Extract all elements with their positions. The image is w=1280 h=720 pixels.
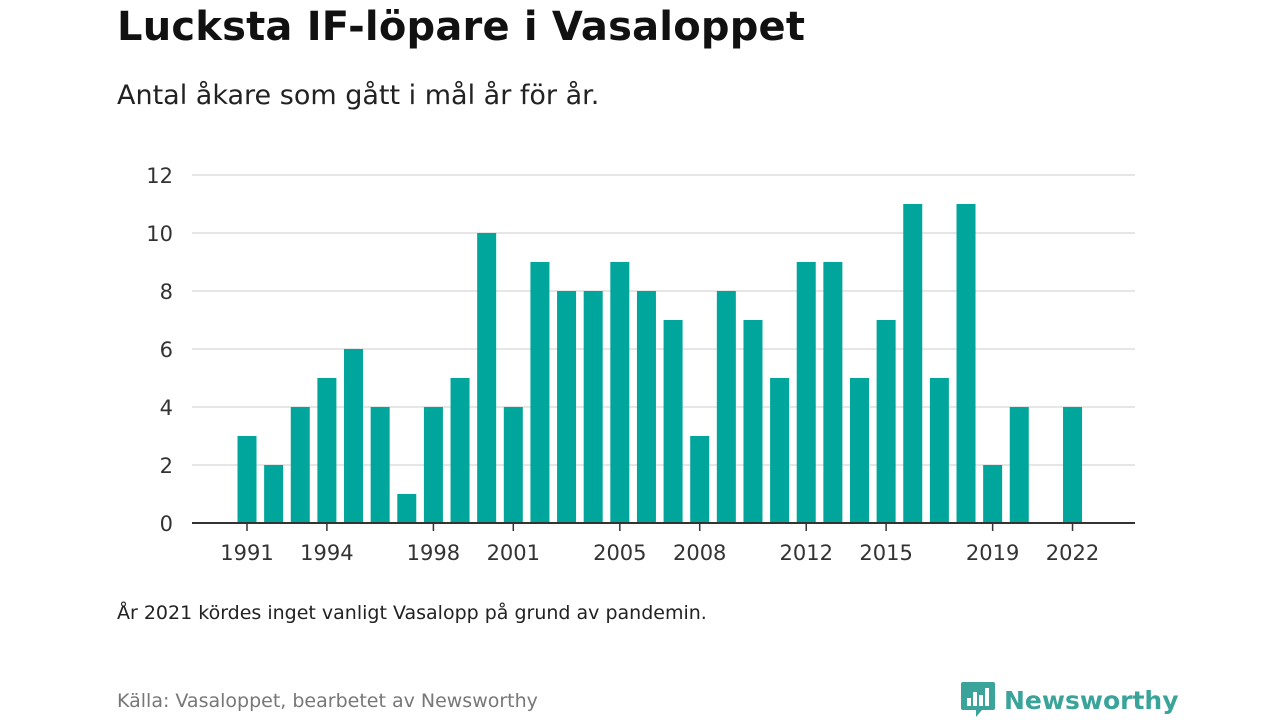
- bar-2018: [956, 204, 976, 523]
- x-tick-label: 1991: [220, 541, 273, 565]
- bar-2011: [770, 378, 790, 523]
- chart-title: Lucksta IF-löpare i Vasaloppet: [117, 4, 806, 50]
- bar-2017: [929, 378, 949, 523]
- brand-name: Newsworthy: [1004, 685, 1179, 715]
- y-tick-label: 8: [160, 280, 173, 304]
- bar-1997: [397, 494, 417, 523]
- y-tick-label: 12: [146, 164, 173, 188]
- x-tick-label: 2022: [1046, 541, 1099, 565]
- bar-2010: [743, 320, 763, 523]
- y-tick-label: 2: [160, 454, 173, 478]
- bar-2007: [663, 320, 683, 523]
- bar-2004: [583, 291, 603, 523]
- bar-2015: [876, 320, 896, 523]
- bar-2009: [716, 291, 736, 523]
- x-axis-ticks: 1991 1994 1998 2001 2005 2008 2012 2015 2019 2022: [220, 523, 1099, 565]
- bar-1991: [237, 436, 257, 523]
- bar-1999: [450, 378, 470, 523]
- bar-1995: [344, 349, 364, 523]
- bar-1992: [264, 465, 284, 523]
- bar-2005: [610, 262, 630, 523]
- bar-1994: [317, 378, 337, 523]
- bar-2003: [557, 291, 577, 523]
- x-tick-label: 2015: [859, 541, 912, 565]
- chart-note: År 2021 kördes inget vanligt Vasalopp på…: [117, 602, 707, 624]
- bar-chart: 0 2 4 6 8 10 12 1991 1994 1998 2001 2005 2008 2012 20…: [146, 164, 1135, 565]
- bar-2016: [903, 204, 923, 523]
- y-tick-label: 4: [160, 396, 173, 420]
- bar-2000: [477, 233, 497, 523]
- bar-2001: [503, 407, 523, 523]
- bar-2022: [1063, 407, 1083, 523]
- source-text: Källa: Vasaloppet, bearbetet av Newswort…: [117, 690, 538, 712]
- bar-2002: [530, 262, 550, 523]
- newsworthy-brand[interactable]: Newsworthy: [960, 680, 1179, 720]
- bar-2008: [690, 436, 710, 523]
- y-axis-ticks: 0 2 4 6 8 10 12: [146, 164, 173, 536]
- bar-1993: [290, 407, 310, 523]
- bar-1998: [423, 407, 443, 523]
- bar-2006: [636, 291, 656, 523]
- x-tick-label: 2001: [487, 541, 540, 565]
- chart-subtitle: Antal åkare som gått i mål år för år.: [117, 80, 600, 111]
- bar-1996: [370, 407, 390, 523]
- bar-2019: [983, 465, 1003, 523]
- y-tick-label: 10: [146, 222, 173, 246]
- bar-2012: [796, 262, 816, 523]
- x-tick-label: 2019: [966, 541, 1019, 565]
- x-tick-label: 1994: [300, 541, 353, 565]
- y-tick-label: 0: [160, 512, 173, 536]
- bars: [237, 204, 1083, 523]
- y-tick-label: 6: [160, 338, 173, 362]
- bar-2020: [1009, 407, 1029, 523]
- bar-2014: [849, 378, 869, 523]
- x-tick-label: 2005: [593, 541, 646, 565]
- bar-2013: [823, 262, 843, 523]
- x-tick-label: 1998: [407, 541, 460, 565]
- x-tick-label: 2008: [673, 541, 726, 565]
- newsworthy-logo-icon: [961, 682, 995, 717]
- x-tick-label: 2012: [780, 541, 833, 565]
